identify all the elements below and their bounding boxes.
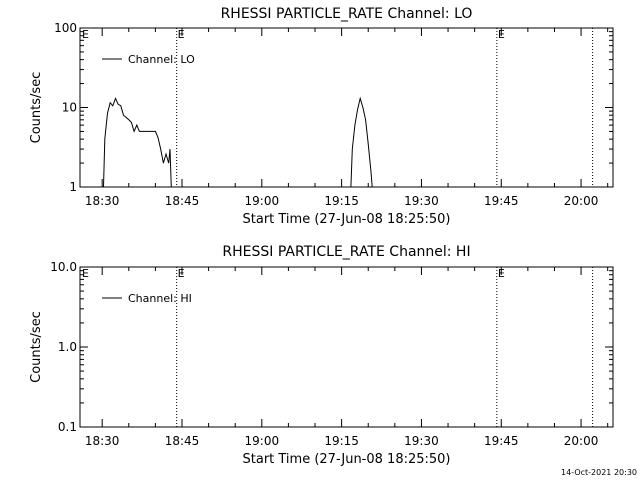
event-marker-label-start: E [82, 28, 89, 41]
event-marker-label-start: E [82, 267, 89, 280]
x-tick-label: 19:45 [484, 194, 519, 208]
y-tick-label: 0.1 [58, 420, 77, 434]
event-marker-label: E [178, 28, 185, 41]
x-tick-label: 19:00 [245, 434, 280, 448]
x-axis-label: Start Time (27-Jun-08 18:25:50) [243, 452, 451, 467]
x-tick-label: 18:30 [85, 194, 120, 208]
x-tick-label: 18:45 [165, 434, 200, 448]
plot-frame [79, 27, 614, 188]
plot-frame [79, 266, 614, 428]
y-tick-label: 1.0 [58, 340, 77, 354]
x-tick-label: 20:00 [564, 434, 599, 448]
event-marker-label: E [498, 28, 505, 41]
y-tick-label: 10 [62, 101, 77, 115]
chart-panel-hi: RHESSI PARTICLE_RATE Channel: HI 18:30 18:… [29, 244, 614, 467]
event-marker-label: E [178, 267, 185, 280]
chart-panel-lo: RHESSI PARTICLE_RATE Channel: LO 18:30 18:… [29, 6, 614, 227]
x-tick-label: 19:30 [404, 434, 439, 448]
x-tick-label: 18:45 [165, 194, 200, 208]
y-tick-label: 10.0 [50, 260, 77, 274]
y-tick-label: 100 [54, 21, 77, 35]
legend-label: Channel: HI [128, 292, 192, 305]
y-axis-label: Counts/sec [29, 311, 44, 383]
series-line [103, 97, 172, 188]
x-axis-label: Start Time (27-Jun-08 18:25:50) [243, 212, 451, 227]
x-tick-label: 19:15 [324, 194, 359, 208]
y-tick-label: 1 [69, 180, 77, 194]
x-tick-label: 20:00 [564, 194, 599, 208]
x-tick-label: 19:30 [404, 194, 439, 208]
chart-title: RHESSI PARTICLE_RATE Channel: LO [221, 6, 473, 22]
event-marker-label: E [498, 267, 505, 280]
y-axis-label: Counts/sec [29, 72, 44, 144]
series-line [350, 96, 373, 188]
x-tick-label: 19:00 [245, 194, 280, 208]
chart-title: RHESSI PARTICLE_RATE Channel: HI [222, 244, 470, 260]
x-tick-label: 18:30 [85, 434, 120, 448]
x-tick-label: 19:45 [484, 434, 519, 448]
x-tick-label: 19:15 [324, 434, 359, 448]
legend-label: Channel: LO [128, 53, 195, 66]
footer-timestamp: 14-Oct-2021 20:30 [561, 468, 637, 477]
